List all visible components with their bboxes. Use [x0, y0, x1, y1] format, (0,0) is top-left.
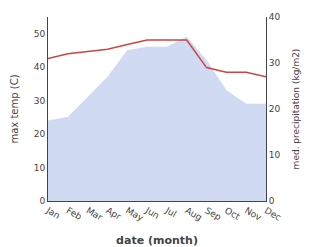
svg-text:Feb: Feb: [65, 205, 84, 222]
svg-text:0: 0: [39, 196, 45, 206]
svg-text:30: 30: [269, 58, 281, 68]
svg-text:Mar: Mar: [84, 205, 104, 222]
svg-text:Jul: Jul: [163, 205, 178, 220]
svg-text:date (month): date (month): [116, 234, 198, 247]
svg-text:10: 10: [34, 163, 46, 173]
svg-text:med. precipitation (kg/m2): med. precipitation (kg/m2): [291, 49, 301, 170]
svg-text:0: 0: [269, 196, 275, 206]
svg-text:Nov: Nov: [243, 205, 264, 223]
svg-text:Apr: Apr: [104, 205, 123, 222]
svg-text:Jun: Jun: [143, 205, 161, 221]
svg-text:20: 20: [34, 129, 46, 139]
svg-text:40: 40: [34, 62, 46, 72]
svg-text:max temp (C): max temp (C): [9, 74, 20, 143]
svg-text:Sep: Sep: [203, 205, 223, 222]
svg-text:Jan: Jan: [44, 205, 62, 221]
svg-text:40: 40: [269, 12, 281, 22]
svg-text:50: 50: [34, 29, 46, 39]
svg-text:20: 20: [269, 104, 281, 114]
svg-text:10: 10: [269, 150, 281, 160]
svg-text:30: 30: [34, 96, 46, 106]
svg-text:Dec: Dec: [263, 205, 283, 222]
svg-text:Oct: Oct: [223, 205, 242, 222]
svg-text:May: May: [124, 205, 146, 223]
svg-text:Aug: Aug: [183, 205, 203, 222]
